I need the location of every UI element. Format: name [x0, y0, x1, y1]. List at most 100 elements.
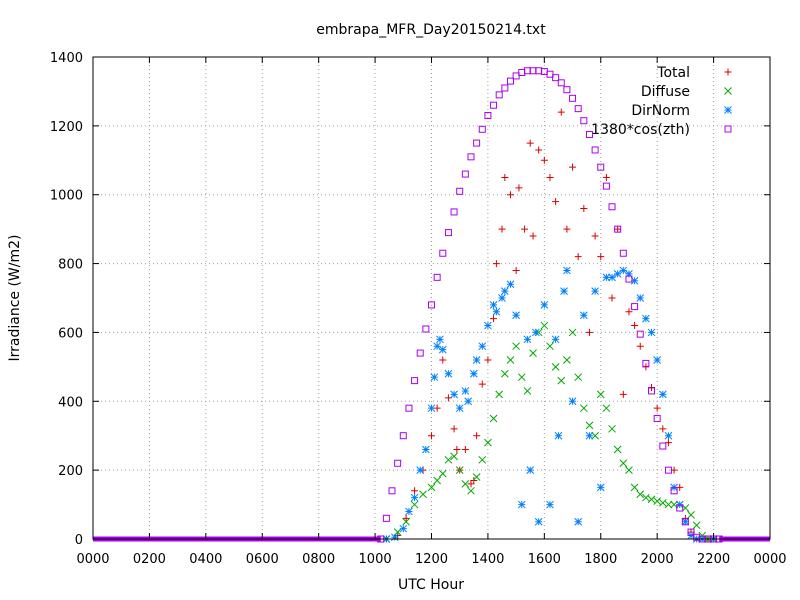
dirnorm-point	[551, 335, 560, 344]
diffuse-point	[523, 387, 532, 395]
cos-zth-point	[478, 125, 486, 133]
total-point	[526, 139, 534, 147]
cos-zth-point	[529, 67, 537, 75]
series-total	[382, 108, 718, 543]
x-axis-title: UTC Hour	[398, 577, 464, 593]
diffuse-point	[653, 497, 662, 505]
diffuse-point	[467, 486, 475, 495]
dirnorm-point	[664, 431, 673, 440]
diffuse-point	[613, 445, 622, 454]
legend-marker-dirnorm	[724, 106, 732, 114]
total-point	[529, 232, 537, 240]
dirnorm-point	[625, 270, 633, 278]
dirnorm-point	[506, 280, 515, 289]
cos-zth-point	[569, 94, 577, 102]
diffuse-point	[472, 473, 481, 481]
x-tick-label: 0800	[302, 552, 335, 567]
cos-zth-point	[450, 208, 458, 216]
y-tick-label: 0	[75, 533, 83, 548]
diffuse-point	[602, 404, 611, 413]
total-point	[402, 514, 410, 522]
diffuse-point	[647, 495, 656, 504]
dirnorm-point	[438, 345, 447, 354]
dirnorm-point	[585, 431, 594, 440]
total-point	[653, 404, 661, 412]
diffuse-point	[563, 356, 571, 364]
x-tick-label: 0000	[76, 552, 109, 567]
total-point	[546, 174, 554, 181]
cos-zth-point	[535, 67, 543, 75]
dirnorm-point	[534, 517, 543, 526]
total-point	[625, 308, 633, 316]
dirnorm-point	[613, 270, 622, 278]
diffuse-point	[500, 369, 509, 378]
diffuse-point	[489, 414, 498, 423]
dirnorm-point	[444, 369, 453, 378]
y-tick-label: 600	[58, 326, 83, 341]
cos-zth-point	[411, 377, 419, 385]
cos-zth-point	[676, 504, 684, 512]
x-tick-label: 1800	[584, 552, 617, 567]
dirnorm-point	[681, 517, 690, 526]
total-point	[461, 445, 469, 453]
cos-zth-point	[591, 146, 599, 154]
cos-zth-point	[512, 72, 520, 80]
x-tick-label: 2000	[641, 552, 674, 567]
total-point	[498, 225, 506, 233]
diffuse-point	[512, 342, 520, 351]
grid	[93, 57, 770, 539]
total-point	[614, 225, 622, 233]
diffuse-point	[591, 431, 599, 440]
y-tick-label: 200	[58, 464, 83, 479]
dirnorm-point	[500, 287, 509, 295]
total-point	[597, 253, 605, 261]
cos-zth-point	[597, 163, 605, 171]
cos-zth-point	[484, 112, 492, 120]
dirnorm-point	[405, 507, 413, 516]
dirnorm-point	[574, 517, 583, 526]
dirnorm-point	[436, 335, 444, 344]
dirnorm-point	[455, 404, 464, 413]
total-point	[521, 225, 529, 233]
dirnorm-point	[430, 373, 439, 382]
diffuse-point	[478, 455, 487, 464]
y-tick-label: 1000	[50, 189, 83, 204]
dirnorm-point	[591, 287, 599, 295]
cos-zth-point	[585, 130, 593, 138]
cos-zth-point	[648, 387, 656, 395]
diffuse-point	[585, 421, 594, 430]
dirnorm-point	[563, 266, 571, 275]
total-point	[608, 294, 616, 302]
legend-marker-total	[724, 68, 732, 76]
diffuse-point	[630, 483, 639, 492]
cos-zth-point	[619, 249, 627, 257]
x-tick-label: 0200	[133, 552, 166, 567]
cos-zth-point	[614, 225, 622, 233]
diffuse-point	[427, 483, 436, 492]
y-tick-label: 1200	[50, 120, 83, 135]
diffuse-point	[636, 490, 645, 499]
dirnorm-point	[647, 328, 656, 337]
total-point	[501, 174, 509, 181]
cos-zth-point	[557, 79, 565, 87]
dirnorm-point	[422, 445, 430, 454]
total-point	[453, 445, 461, 453]
total-point	[484, 356, 492, 364]
dirnorm-point	[399, 524, 408, 533]
legend-marker-cos-zth	[724, 125, 732, 133]
diffuse-point	[642, 493, 650, 502]
y-tick-label: 1400	[50, 51, 83, 66]
total-point	[512, 266, 520, 274]
diffuse-point	[579, 404, 588, 413]
diffuse-point	[574, 373, 583, 382]
chart-title: embrapa_MFR_Day20150214.txt	[316, 22, 546, 38]
diffuse-point	[402, 517, 410, 526]
total-point	[428, 432, 435, 440]
dirnorm-point	[546, 500, 554, 509]
diffuse-point	[484, 438, 492, 447]
total-point	[515, 184, 523, 192]
total-point	[591, 232, 599, 240]
cos-zth-point	[552, 74, 560, 82]
diffuse-point	[529, 349, 537, 357]
